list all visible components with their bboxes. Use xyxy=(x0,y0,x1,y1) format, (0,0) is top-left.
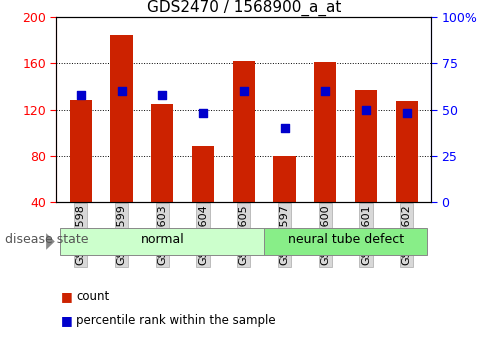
Point xyxy=(362,107,370,112)
FancyBboxPatch shape xyxy=(60,228,264,255)
Bar xyxy=(151,104,173,202)
Bar xyxy=(192,146,214,202)
Point xyxy=(321,88,329,94)
Bar xyxy=(355,90,377,202)
Bar xyxy=(70,100,92,202)
Bar xyxy=(395,101,418,202)
Point xyxy=(158,92,166,98)
Text: count: count xyxy=(76,290,109,303)
Bar xyxy=(314,62,337,202)
Point xyxy=(77,92,85,98)
FancyBboxPatch shape xyxy=(264,228,427,255)
Text: percentile rank within the sample: percentile rank within the sample xyxy=(76,314,275,327)
Text: disease state: disease state xyxy=(5,234,88,246)
Point xyxy=(199,110,207,116)
Point xyxy=(240,88,247,94)
Point xyxy=(403,110,411,116)
Text: ■: ■ xyxy=(61,290,73,303)
Bar xyxy=(110,34,133,202)
Title: GDS2470 / 1568900_a_at: GDS2470 / 1568900_a_at xyxy=(147,0,341,16)
Bar xyxy=(273,156,296,202)
Text: normal: normal xyxy=(141,234,184,246)
Bar xyxy=(233,61,255,202)
Point xyxy=(118,88,125,94)
Point xyxy=(281,125,289,131)
Text: neural tube defect: neural tube defect xyxy=(288,234,404,246)
Polygon shape xyxy=(46,233,55,250)
Text: ■: ■ xyxy=(61,314,73,327)
